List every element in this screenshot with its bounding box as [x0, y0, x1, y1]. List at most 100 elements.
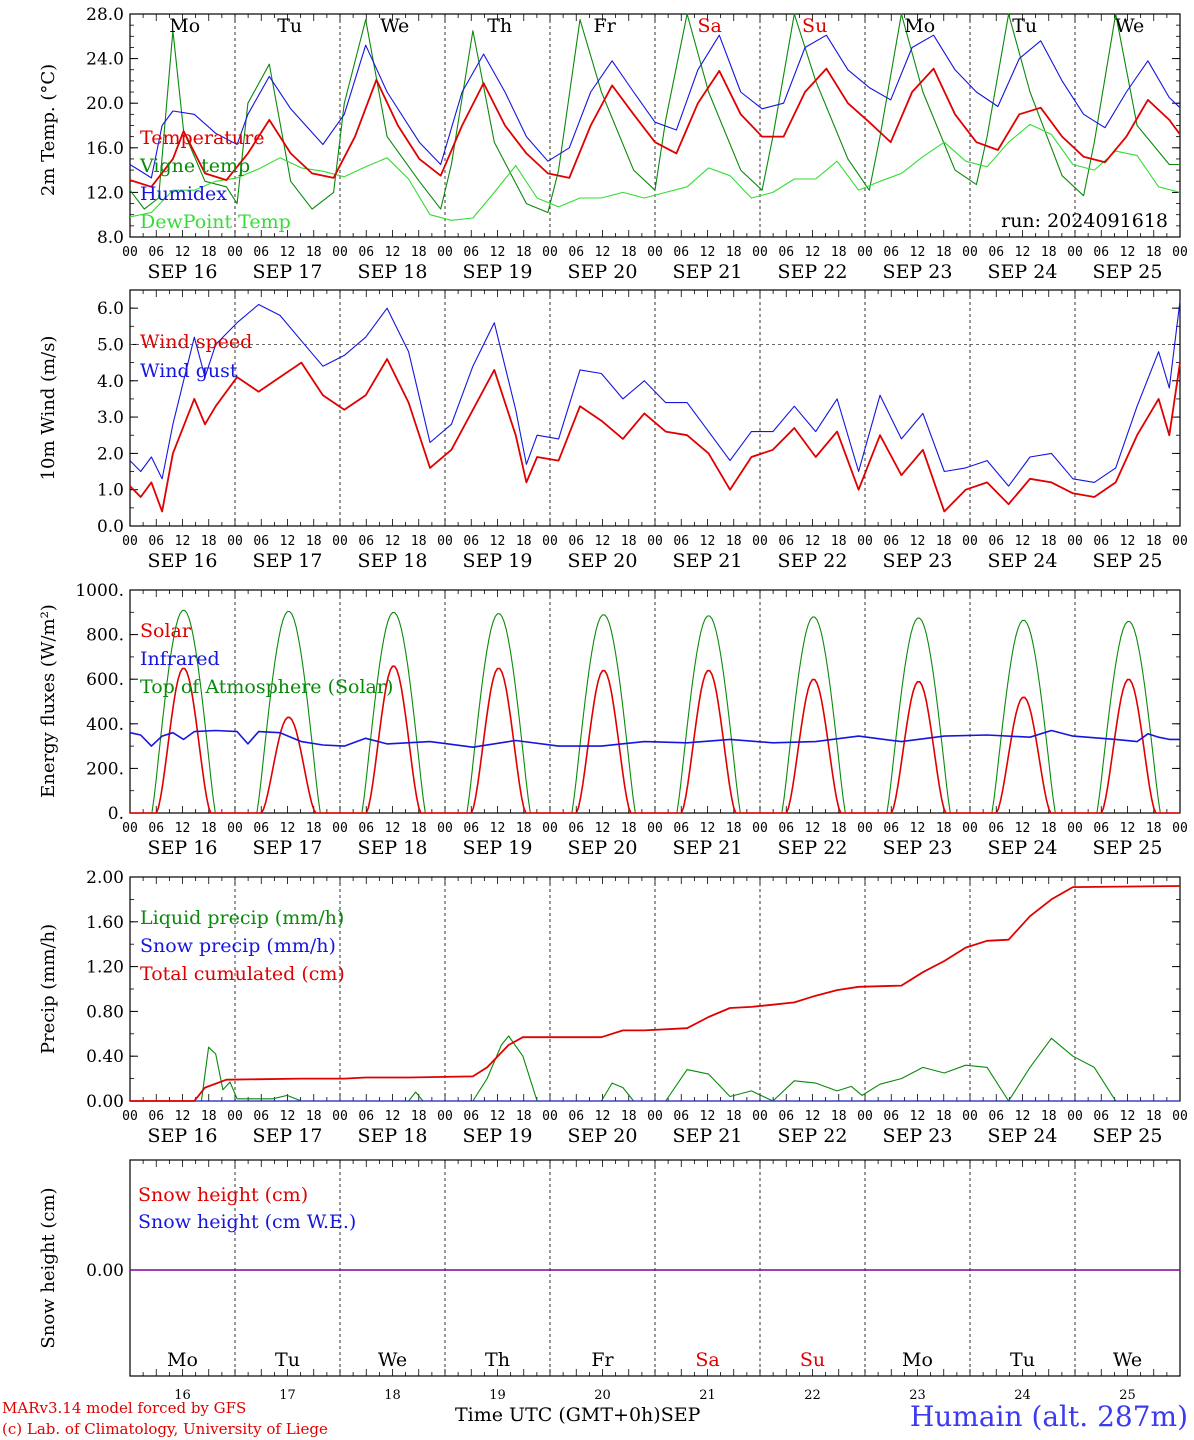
day-label: SEP 21	[673, 261, 743, 283]
weekday-label: Tu	[277, 15, 302, 37]
hour-tick-label: 00	[1172, 1109, 1188, 1124]
hour-tick-label: 00	[857, 245, 873, 260]
hour-tick-label: 18	[831, 245, 847, 260]
hour-tick-label: 18	[306, 821, 322, 836]
hour-tick-label: 18	[516, 245, 532, 260]
day-label: SEP 18	[358, 837, 428, 859]
day-label: SEP 19	[463, 261, 533, 283]
hour-tick-label: 06	[673, 245, 689, 260]
day-number-label: 20	[594, 1388, 611, 1403]
hour-tick-label: 18	[831, 1109, 847, 1124]
hour-tick-label: 00	[437, 821, 453, 836]
day-label: SEP 22	[778, 261, 848, 283]
y-tick-label: 2.0	[97, 444, 124, 464]
y-tick-label: 0.00	[86, 1092, 124, 1112]
legend-total-cumulated-cm-: Total cumulated (cm)	[140, 963, 345, 985]
hour-tick-label: 12	[805, 534, 821, 549]
hour-tick-label: 06	[778, 821, 794, 836]
hour-tick-label: 06	[463, 534, 479, 549]
y-axis-label: 10m Wind (m/s)	[38, 336, 59, 481]
y-tick-label: 4.0	[97, 372, 124, 392]
hour-tick-label: 06	[673, 821, 689, 836]
weekday-label: Th	[487, 15, 512, 37]
hour-tick-label: 00	[962, 245, 978, 260]
day-number-label: 24	[1014, 1388, 1031, 1403]
y-tick-label: 0.80	[86, 1002, 124, 1022]
day-label: SEP 20	[568, 261, 638, 283]
hour-tick-label: 00	[227, 1109, 243, 1124]
legend-wind-gust: Wind gust	[140, 360, 238, 382]
hour-tick-label: 18	[411, 821, 427, 836]
day-label: SEP 25	[1093, 837, 1163, 859]
hour-tick-label: 06	[358, 245, 374, 260]
y-tick-label: 600.	[86, 670, 124, 690]
hour-tick-label: 00	[647, 245, 663, 260]
day-number-label: 16	[174, 1388, 191, 1403]
hour-tick-label: 12	[700, 821, 716, 836]
hour-tick-label: 06	[253, 1109, 269, 1124]
day-label: SEP 20	[568, 1125, 638, 1147]
hour-tick-label: 12	[1015, 534, 1031, 549]
day-label: SEP 25	[1093, 261, 1163, 283]
y-tick-label: 8.0	[97, 228, 124, 248]
day-label: SEP 19	[463, 1125, 533, 1147]
y-tick-label: 400.	[86, 715, 124, 735]
hour-tick-label: 06	[253, 821, 269, 836]
day-label: SEP 18	[358, 1125, 428, 1147]
hour-tick-label: 00	[227, 821, 243, 836]
y-tick-label: 1000.	[75, 581, 124, 601]
day-number-label: 17	[279, 1388, 296, 1403]
hour-tick-label: 06	[988, 534, 1004, 549]
y-tick-label: 28.0	[86, 5, 124, 25]
weekday-label: Tu	[1010, 1349, 1035, 1371]
y-tick-label: 5.0	[97, 335, 124, 355]
hour-tick-label: 18	[1146, 1109, 1162, 1124]
weekday-label: We	[380, 15, 409, 37]
hour-tick-label: 18	[936, 1109, 952, 1124]
hour-tick-label: 06	[1093, 821, 1109, 836]
panel-frame-1	[129, 13, 1181, 238]
weekday-label: We	[1115, 15, 1144, 37]
hour-tick-label: 06	[988, 821, 1004, 836]
hour-tick-label: 18	[411, 1109, 427, 1124]
day-label: SEP 25	[1093, 550, 1163, 572]
day-label: SEP 22	[778, 837, 848, 859]
hour-tick-label: 06	[148, 821, 164, 836]
day-label: SEP 23	[883, 261, 953, 283]
hour-tick-label: 00	[227, 534, 243, 549]
hour-tick-label: 18	[1146, 821, 1162, 836]
weekday-label: Mo	[902, 1349, 933, 1371]
hour-tick-label: 00	[962, 534, 978, 549]
weekday-label: Mo	[904, 15, 935, 37]
day-label: SEP 23	[883, 550, 953, 572]
hour-tick-label: 00	[1172, 534, 1188, 549]
hour-tick-label: 12	[385, 245, 401, 260]
hour-tick-label: 00	[962, 1109, 978, 1124]
hour-tick-label: 00	[857, 534, 873, 549]
hour-tick-label: 00	[1067, 821, 1083, 836]
hour-tick-label: 18	[1041, 821, 1057, 836]
y-axis-label: Snow height (cm)	[38, 1187, 59, 1348]
hour-tick-label: 06	[1093, 1109, 1109, 1124]
hour-tick-label: 06	[883, 821, 899, 836]
weekday-label: Tu	[1012, 15, 1037, 37]
hour-tick-label: 18	[411, 245, 427, 260]
series-total-cumulated	[130, 885, 1181, 1102]
hour-tick-label: 06	[673, 1109, 689, 1124]
weekday-label: Sa	[698, 15, 722, 37]
day-label: SEP 22	[778, 1125, 848, 1147]
hour-tick-label: 12	[490, 821, 506, 836]
legend-snow-precip-mm-h-: Snow precip (mm/h)	[140, 935, 336, 957]
day-label: SEP 16	[148, 837, 218, 859]
hour-tick-label: 06	[358, 821, 374, 836]
day-label: SEP 23	[883, 1125, 953, 1147]
hour-tick-label: 00	[647, 821, 663, 836]
hour-tick-label: 12	[280, 245, 296, 260]
hour-tick-label: 18	[306, 534, 322, 549]
day-label: SEP 24	[988, 1125, 1058, 1147]
hour-tick-label: 00	[752, 821, 768, 836]
hour-tick-label: 18	[726, 1109, 742, 1124]
hour-tick-label: 00	[1172, 245, 1188, 260]
hour-tick-label: 18	[726, 534, 742, 549]
hour-tick-label: 00	[542, 534, 558, 549]
